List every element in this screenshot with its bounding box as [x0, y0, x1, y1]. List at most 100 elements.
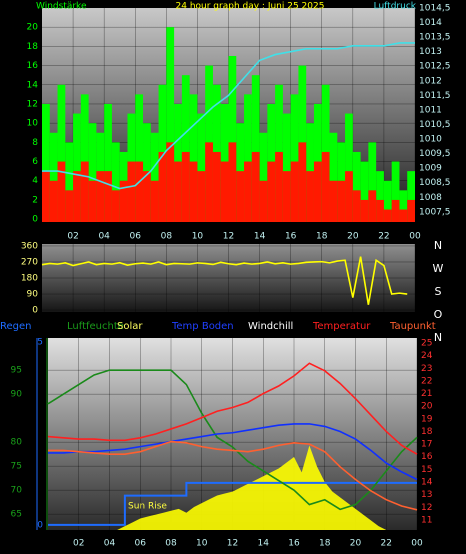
bar [73, 171, 81, 222]
y-tick-label: 1011,5 [419, 91, 451, 101]
bar [57, 161, 66, 222]
x-tick-label: 22 [378, 232, 389, 242]
y-tick-label: 20 [27, 23, 39, 33]
x-tick-label: 00 [409, 232, 421, 242]
bar [345, 113, 353, 222]
y-tick-label: 2 [32, 195, 38, 205]
y-tick-label: 20 [421, 402, 433, 412]
y-tick-label: 1013 [419, 47, 442, 57]
y-tick-label: 8 [32, 138, 38, 148]
x-tick-label: 04 [104, 539, 116, 549]
bar [166, 142, 175, 222]
bar [49, 132, 58, 222]
x-tick-label: 14 [258, 539, 270, 549]
y-tick-label: 18 [421, 427, 433, 437]
x-tick-label: 16 [285, 232, 297, 242]
x-tick-label: 06 [130, 232, 142, 242]
bar [352, 151, 361, 222]
y-tick-label: 1011 [419, 105, 442, 115]
bar [376, 199, 384, 222]
y-axis-title: Windstärke [36, 2, 87, 12]
x-tick-label: 08 [165, 539, 177, 549]
legend-label: Temp Boden [171, 321, 234, 332]
bar [181, 75, 190, 222]
y-tick-label: 1009 [419, 164, 442, 174]
y-tick-label: 22 [421, 376, 432, 386]
bar [88, 123, 97, 222]
bar [73, 113, 81, 222]
bar [197, 171, 206, 222]
bar [143, 171, 151, 222]
y-tick-label: 70 [11, 486, 23, 496]
legend-label: Temperatur [312, 321, 371, 332]
bar [65, 142, 74, 222]
bar [104, 171, 112, 222]
y-tick-label: 270 [21, 257, 38, 267]
line [47, 362, 418, 455]
y-tick-label: 16 [27, 61, 39, 71]
bar [80, 94, 89, 222]
bar [259, 180, 268, 222]
bar [111, 190, 120, 222]
compass-label: N [434, 331, 442, 344]
y-tick-label: 1012,5 [419, 62, 451, 72]
bar [104, 103, 112, 222]
bar [275, 151, 283, 222]
bar [228, 55, 237, 223]
bar [96, 171, 105, 222]
y-tick-label: 10 [27, 119, 39, 129]
bar [383, 209, 392, 222]
y-tick-label: 25 [421, 339, 432, 349]
y-tick-label: 0 [37, 520, 43, 530]
x-tick-label: 18 [316, 232, 328, 242]
bar [329, 132, 338, 222]
bar [127, 161, 136, 222]
y-tick-label: 12 [421, 503, 432, 513]
y-tick-label: 1014 [419, 18, 442, 28]
x-tick-label: 12 [223, 232, 234, 242]
bar [345, 171, 353, 222]
legend-label: Windchill [248, 321, 293, 332]
y-tick-label: 360 [21, 241, 38, 251]
y-tick-label: 0 [32, 306, 38, 316]
line [48, 481, 417, 526]
y-tick-label: 0 [32, 215, 38, 225]
x-tick-label: 06 [135, 539, 147, 549]
x-tick-label: 14 [254, 232, 266, 242]
bar [244, 94, 252, 222]
bar [251, 75, 260, 222]
bar [407, 199, 415, 222]
bar [368, 142, 377, 222]
bar [290, 161, 299, 222]
bar [189, 161, 198, 222]
bar [306, 171, 314, 222]
bar [150, 132, 159, 222]
y2-axis-title: Luftdruck [374, 2, 417, 12]
legend-label: Solar [117, 321, 143, 332]
x-tick-label: 10 [196, 539, 208, 549]
compass-label: W [433, 262, 444, 275]
bar [42, 171, 50, 222]
y-tick-label: 1013,5 [419, 33, 451, 43]
x-tick-label: 16 [288, 539, 300, 549]
y-tick-label: 17 [421, 440, 432, 450]
bar [111, 142, 120, 222]
bar [205, 142, 213, 222]
x-tick-label: 18 [319, 539, 331, 549]
line [42, 42, 415, 190]
chart-title: 24 hour graph day : Juni 25 2025 [176, 2, 325, 12]
bar [119, 180, 128, 222]
bar [407, 171, 415, 222]
annotation: Sun Rise [128, 502, 167, 512]
y-tick-label: 95 [11, 366, 22, 376]
legend-label: Regen [0, 321, 32, 332]
y-tick-label: 1012 [419, 76, 442, 86]
line [48, 423, 418, 481]
x-tick-label: 00 [411, 539, 423, 549]
line [48, 440, 418, 511]
line [41, 256, 408, 305]
y-tick-label: 1009,5 [419, 149, 451, 159]
bar [236, 171, 245, 222]
bar [88, 180, 97, 222]
